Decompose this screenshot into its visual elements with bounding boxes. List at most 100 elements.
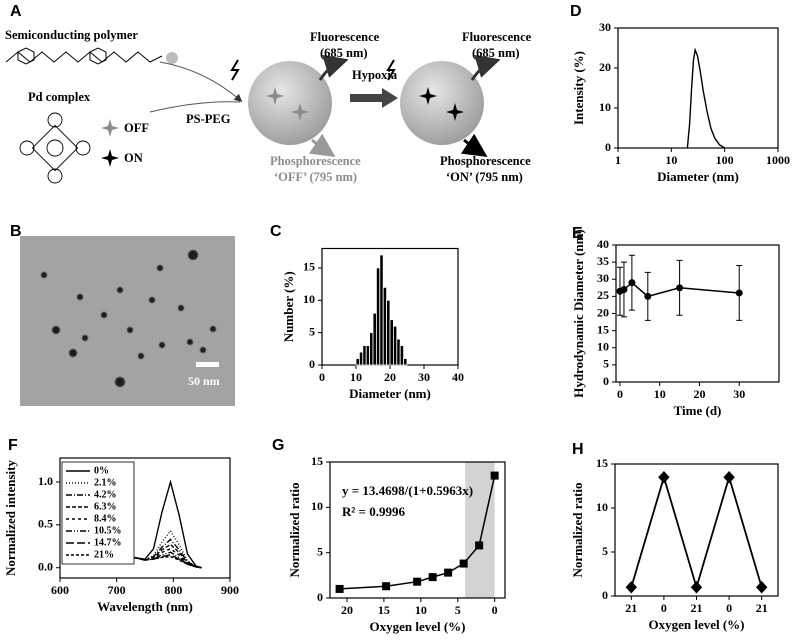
x-axis-label: Oxygen level (%) xyxy=(369,619,465,634)
data-point xyxy=(459,559,468,568)
x-tick-label: 1000 xyxy=(766,153,790,167)
legend-label: 10.5% xyxy=(94,525,122,536)
histogram-bar xyxy=(372,312,377,366)
y-tick-label: 15 xyxy=(311,454,323,468)
data-point xyxy=(735,289,743,297)
data-point xyxy=(644,292,652,300)
data-point xyxy=(444,568,453,577)
off-star xyxy=(101,119,119,137)
histogram-bar xyxy=(355,358,360,366)
y-tick-label: 25 xyxy=(597,288,609,302)
plot-frame xyxy=(617,27,779,149)
legend-label: 8.4% xyxy=(94,513,117,524)
data-point xyxy=(475,541,484,550)
legend-label: 14.7% xyxy=(94,537,122,548)
fluorescence-label: (685 nm) xyxy=(320,46,368,60)
y-tick-label: 35 xyxy=(597,254,609,268)
x-tick-label: 0 xyxy=(617,387,623,401)
complex-label: Pd complex xyxy=(28,90,91,104)
panel-label: D xyxy=(570,3,582,20)
histogram-bar xyxy=(386,299,391,366)
histogram-bar xyxy=(362,345,367,366)
legend-label: 6.3% xyxy=(94,501,117,512)
x-tick-label: 10 xyxy=(654,387,666,401)
x-tick-label: 30 xyxy=(418,370,430,384)
data-point xyxy=(723,470,735,484)
y-tick-label: 0 xyxy=(605,140,611,154)
y-axis-label: Hydrodynamic Diameter (nm) xyxy=(571,229,586,398)
legend-label: 21% xyxy=(94,549,114,560)
data-point xyxy=(690,580,703,594)
phosphorescence-label: ‘OFF’ (795 nm) xyxy=(274,170,357,184)
histogram-bar xyxy=(365,345,371,366)
annotation: y = 13.4698/(1+0.5963x) xyxy=(342,483,473,498)
fluorescence-label: Fluorescence xyxy=(310,30,380,44)
histogram-bar xyxy=(392,325,398,366)
x-tick-label: 900 xyxy=(221,583,239,597)
y-tick-label: 10 xyxy=(599,100,611,114)
y-tick-label: 1.0 xyxy=(38,474,53,488)
off-label: OFF xyxy=(124,121,149,135)
x-tick-label: 1 xyxy=(615,153,621,167)
x-tick-label: 21 xyxy=(691,601,703,615)
y-tick-label: 10 xyxy=(311,499,323,513)
histogram-bar xyxy=(375,267,381,366)
histogram-bar xyxy=(382,286,388,366)
data-point xyxy=(756,580,768,594)
on-label: ON xyxy=(124,151,143,165)
y-tick-label: 15 xyxy=(597,322,609,336)
x-tick-label: 15 xyxy=(378,603,390,617)
emission-arrow xyxy=(318,54,349,81)
phosphorescence-label: ‘ON’ (795 nm) xyxy=(446,170,523,184)
plot-frame xyxy=(615,244,780,383)
legend-label: 2.1% xyxy=(94,477,117,488)
x-tick-label: 0 xyxy=(726,601,732,615)
legend-box xyxy=(61,461,135,565)
nanoparticle xyxy=(248,61,332,145)
micrograph-background xyxy=(20,236,235,406)
x-tick-label: 20 xyxy=(341,603,353,617)
on-star xyxy=(101,149,119,167)
histogram-bar xyxy=(379,254,384,366)
y-tick-label: 0 xyxy=(603,374,609,388)
data-line xyxy=(630,474,763,591)
y-axis-label: Normalized ratio xyxy=(570,483,585,578)
y-tick-label: 5 xyxy=(603,357,609,371)
complex-structure xyxy=(19,112,91,184)
data-point xyxy=(625,580,637,594)
annotation: R² = 0.9996 xyxy=(342,504,405,519)
histogram-bar xyxy=(399,345,405,366)
data-point xyxy=(676,284,684,292)
data-point xyxy=(382,582,391,591)
scale-bar xyxy=(196,362,219,367)
hypoxia-label: Hypoxia xyxy=(352,68,398,82)
data-point xyxy=(413,577,422,586)
x-tick-label: 0 xyxy=(319,370,325,384)
x-axis-label: Wavelength (nm) xyxy=(97,599,193,614)
y-tick-label: 15 xyxy=(303,260,315,274)
particles xyxy=(40,249,217,388)
polymer-label: Semiconducting polymer xyxy=(5,28,138,42)
panel-label: B xyxy=(10,223,22,240)
panel-label: H xyxy=(572,441,584,458)
x-tick-label: 40 xyxy=(452,370,464,384)
y-tick-label: 20 xyxy=(599,60,611,74)
x-axis-label: Oxygen level (%) xyxy=(648,617,744,632)
coating-label: PS-PEG xyxy=(186,112,231,126)
x-tick-label: 5 xyxy=(455,603,461,617)
polymer-structure xyxy=(5,51,163,63)
light-icon xyxy=(230,59,240,81)
x-tick-label: 21 xyxy=(756,601,768,615)
shaded-region xyxy=(465,462,495,598)
phosphorescence-label: Phosphorescence xyxy=(270,154,361,168)
panel-label: F xyxy=(8,437,18,454)
x-axis-label: Diameter (nm) xyxy=(349,386,431,401)
data-point xyxy=(628,279,636,287)
x-tick-label: 21 xyxy=(625,601,637,615)
micrograph: 50 nm xyxy=(20,236,235,406)
x-tick-label: 100 xyxy=(716,153,734,167)
x-axis-label: Diameter (nm) xyxy=(657,169,739,184)
y-tick-label: 10 xyxy=(303,292,315,306)
panel-label: E xyxy=(572,225,583,242)
